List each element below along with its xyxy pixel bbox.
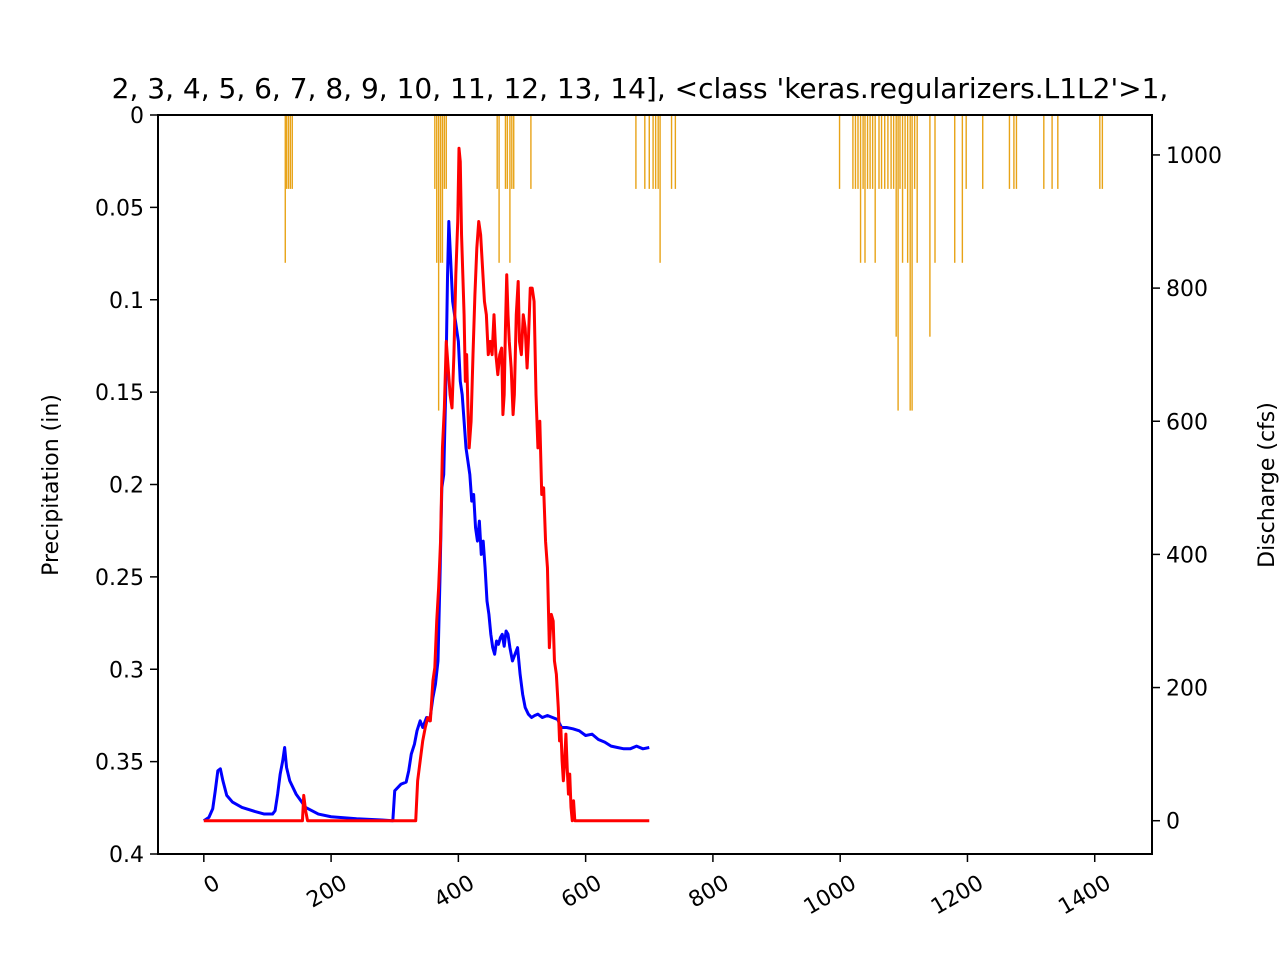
precipitation-bar bbox=[509, 115, 511, 263]
precipitation-bar bbox=[498, 115, 500, 263]
precipitation-bar bbox=[866, 115, 869, 189]
precipitation-bar bbox=[864, 115, 866, 263]
left-tick-label: 0.35 bbox=[95, 751, 144, 776]
precipitation-bar bbox=[443, 115, 446, 189]
left-tick-label: 0.3 bbox=[109, 658, 144, 683]
plot-frame bbox=[157, 114, 1153, 855]
right-tick-label: 0 bbox=[1166, 810, 1180, 835]
precipitation-bar bbox=[890, 115, 892, 189]
right-tick-label: 1000 bbox=[1166, 144, 1222, 169]
precipitation-bar bbox=[965, 115, 967, 189]
precipitation-bar bbox=[887, 115, 889, 189]
precipitation-bar bbox=[859, 115, 862, 263]
left-tick-label: 0 bbox=[130, 104, 144, 129]
precipitation-bar bbox=[854, 115, 857, 189]
left-axis-label: Precipitation (in) bbox=[39, 394, 64, 576]
precipitation-bar bbox=[635, 115, 637, 189]
precipitation-bar bbox=[961, 115, 964, 263]
precipitation-bar bbox=[659, 115, 661, 263]
precipitation-bar bbox=[913, 115, 916, 189]
precipitation-bar bbox=[871, 115, 874, 189]
precipitation-bar bbox=[670, 115, 673, 189]
precipitation-bars bbox=[284, 115, 1104, 411]
right-axis-label: Discharge (cfs) bbox=[1255, 402, 1280, 568]
precipitation-bar bbox=[289, 115, 292, 189]
discharge-line bbox=[202, 220, 650, 823]
precipitation-bar bbox=[884, 115, 886, 189]
precipitation-bar bbox=[436, 115, 438, 263]
precipitation-bar bbox=[530, 115, 532, 189]
precipitation-bar bbox=[982, 115, 984, 189]
precipitation-bar bbox=[838, 115, 841, 189]
left-tick-label: 0.15 bbox=[95, 381, 144, 406]
precipitation-bar bbox=[285, 115, 288, 189]
precipitation-bar bbox=[909, 115, 911, 411]
left-axis-ticks: 0 0.05 0.1 0.15 0.2 0.25 0.3 0.35 0.4 bbox=[95, 104, 158, 868]
precipitation-bar bbox=[901, 115, 904, 263]
precipitation-bar bbox=[1057, 115, 1059, 189]
precipitation-bar bbox=[904, 115, 906, 189]
precipitation-bar bbox=[878, 115, 880, 189]
precipitation-bar bbox=[1008, 115, 1011, 189]
precipitation-bar bbox=[284, 115, 286, 263]
precipitation-bar bbox=[954, 115, 956, 263]
left-tick-label: 0.4 bbox=[109, 843, 144, 868]
chart-title: 2, 3, 4, 5, 6, 7, 8, 9, 10, 11, 12, 13, … bbox=[112, 72, 1169, 105]
precipitation-bar bbox=[648, 115, 650, 189]
precipitation-bar bbox=[511, 115, 513, 189]
precipitation-bar bbox=[906, 115, 909, 263]
right-tick-label: 200 bbox=[1166, 677, 1208, 702]
discharge-line bbox=[203, 146, 650, 823]
precipitation-bar bbox=[897, 115, 899, 411]
precipitation-bar bbox=[434, 115, 436, 189]
precipitation-bar bbox=[852, 115, 854, 189]
precipitation-bar bbox=[857, 115, 859, 189]
precipitation-bar bbox=[862, 115, 864, 189]
precipitation-bar bbox=[287, 115, 290, 189]
precipitation-bar bbox=[1099, 115, 1101, 189]
precipitation-bar bbox=[892, 115, 895, 189]
precipitation-bar bbox=[674, 115, 677, 189]
precipitation-bar bbox=[1015, 115, 1018, 189]
precipitation-bar bbox=[654, 115, 657, 189]
precipitation-bar bbox=[1101, 115, 1104, 189]
precipitation-bar bbox=[441, 115, 444, 263]
right-tick-label: 400 bbox=[1166, 543, 1208, 568]
precipitation-bar bbox=[657, 115, 659, 189]
precipitation-bar bbox=[513, 115, 515, 189]
precipitation-bar bbox=[439, 115, 442, 263]
precipitation-bar bbox=[911, 115, 913, 411]
precipitation-bar bbox=[1013, 115, 1015, 189]
precipitation-bar bbox=[291, 115, 293, 189]
precipitation-bar bbox=[916, 115, 918, 263]
left-tick-label: 0.05 bbox=[95, 196, 144, 221]
precipitation-bar bbox=[496, 115, 498, 189]
precipitation-bar bbox=[506, 115, 509, 189]
precipitation-bar bbox=[874, 115, 876, 263]
precipitation-bar bbox=[445, 115, 447, 189]
left-tick-label: 0.1 bbox=[109, 289, 144, 314]
precipitation-bar bbox=[437, 115, 440, 411]
precipitation-bar bbox=[869, 115, 871, 189]
precipitation-bar bbox=[1051, 115, 1053, 189]
precipitation-bar bbox=[504, 115, 507, 189]
left-tick-label: 0.25 bbox=[95, 566, 144, 591]
series-lines bbox=[202, 146, 650, 823]
precipitation-bar bbox=[895, 115, 897, 337]
precipitation-bar bbox=[934, 115, 936, 263]
left-tick-label: 0.2 bbox=[109, 474, 144, 499]
precipitation-bar bbox=[899, 115, 901, 189]
precipitation-bar bbox=[929, 115, 931, 337]
precipitation-bar bbox=[880, 115, 883, 189]
right-tick-label: 800 bbox=[1166, 277, 1208, 302]
right-axis-ticks: 0 200 400 600 800 1000 bbox=[1152, 144, 1222, 835]
right-tick-label: 600 bbox=[1166, 410, 1208, 435]
precipitation-bar bbox=[644, 115, 646, 189]
precipitation-bar bbox=[1043, 115, 1045, 189]
precipitation-bar bbox=[652, 115, 654, 189]
